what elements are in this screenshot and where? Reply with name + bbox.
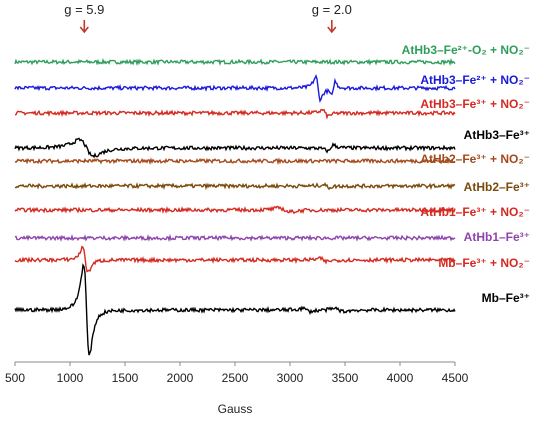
series-trace-1	[14, 74, 456, 103]
series-labels: AtHb3–Fe²⁺-O₂ + NO₂⁻ AtHb3–Fe²⁺ + NO₂⁻ AtH…	[402, 43, 530, 305]
series-label-7: AtHb1–Fe³⁺	[464, 230, 530, 244]
g-marker-arrow-1	[327, 20, 337, 34]
series-label-4: AtHb2–Fe³⁺ + NO₂⁻	[420, 152, 530, 166]
x-axis-label: Gauss	[218, 402, 253, 416]
series-trace-9	[14, 263, 456, 356]
series-label-8: Mb–Fe³⁺ + NO₂⁻	[438, 256, 530, 270]
x-axis-ticks: 500 1000 1500 2000 2500 3000 3500 4000 4500	[5, 362, 469, 385]
x-tick-label-0: 500	[5, 371, 25, 385]
g-marker-label-1: g = 2.0	[312, 2, 352, 17]
series-label-0: AtHb3–Fe²⁺-O₂ + NO₂⁻	[402, 43, 530, 57]
x-tick-label-2: 1500	[112, 371, 139, 385]
series-trace-8	[14, 245, 456, 273]
series-trace-0	[14, 57, 456, 67]
series-label-6: AtHb1–Fe³⁺ + NO₂⁻	[420, 205, 530, 219]
x-tick-label-1: 1000	[57, 371, 84, 385]
g-marker-arrow-0	[79, 20, 89, 34]
x-tick-label-6: 3500	[332, 371, 359, 385]
series-label-2: AtHb3–Fe³⁺ + NO₂⁻	[420, 97, 530, 111]
spectra-traces	[14, 57, 456, 356]
g-value-markers: g = 5.9 g = 2.0	[64, 2, 352, 34]
x-tick-label-5: 3000	[277, 371, 304, 385]
g-marker-label-0: g = 5.9	[64, 2, 104, 17]
series-trace-3	[14, 137, 456, 159]
series-trace-7	[14, 233, 456, 243]
x-tick-label-7: 4000	[387, 371, 414, 385]
x-tick-label-3: 2000	[167, 371, 194, 385]
series-label-1: AtHb3–Fe²⁺ + NO₂⁻	[420, 73, 530, 87]
series-label-3: AtHb3–Fe³⁺	[464, 128, 530, 142]
series-label-5: AtHb2–Fe³⁺	[464, 180, 530, 194]
x-tick-label-8: 4500	[442, 371, 469, 385]
series-trace-6	[14, 205, 456, 215]
series-trace-5	[14, 181, 456, 191]
x-tick-label-4: 2500	[222, 371, 249, 385]
series-trace-2	[14, 108, 456, 120]
series-trace-4	[14, 157, 456, 166]
series-label-9: Mb–Fe³⁺	[482, 291, 530, 305]
